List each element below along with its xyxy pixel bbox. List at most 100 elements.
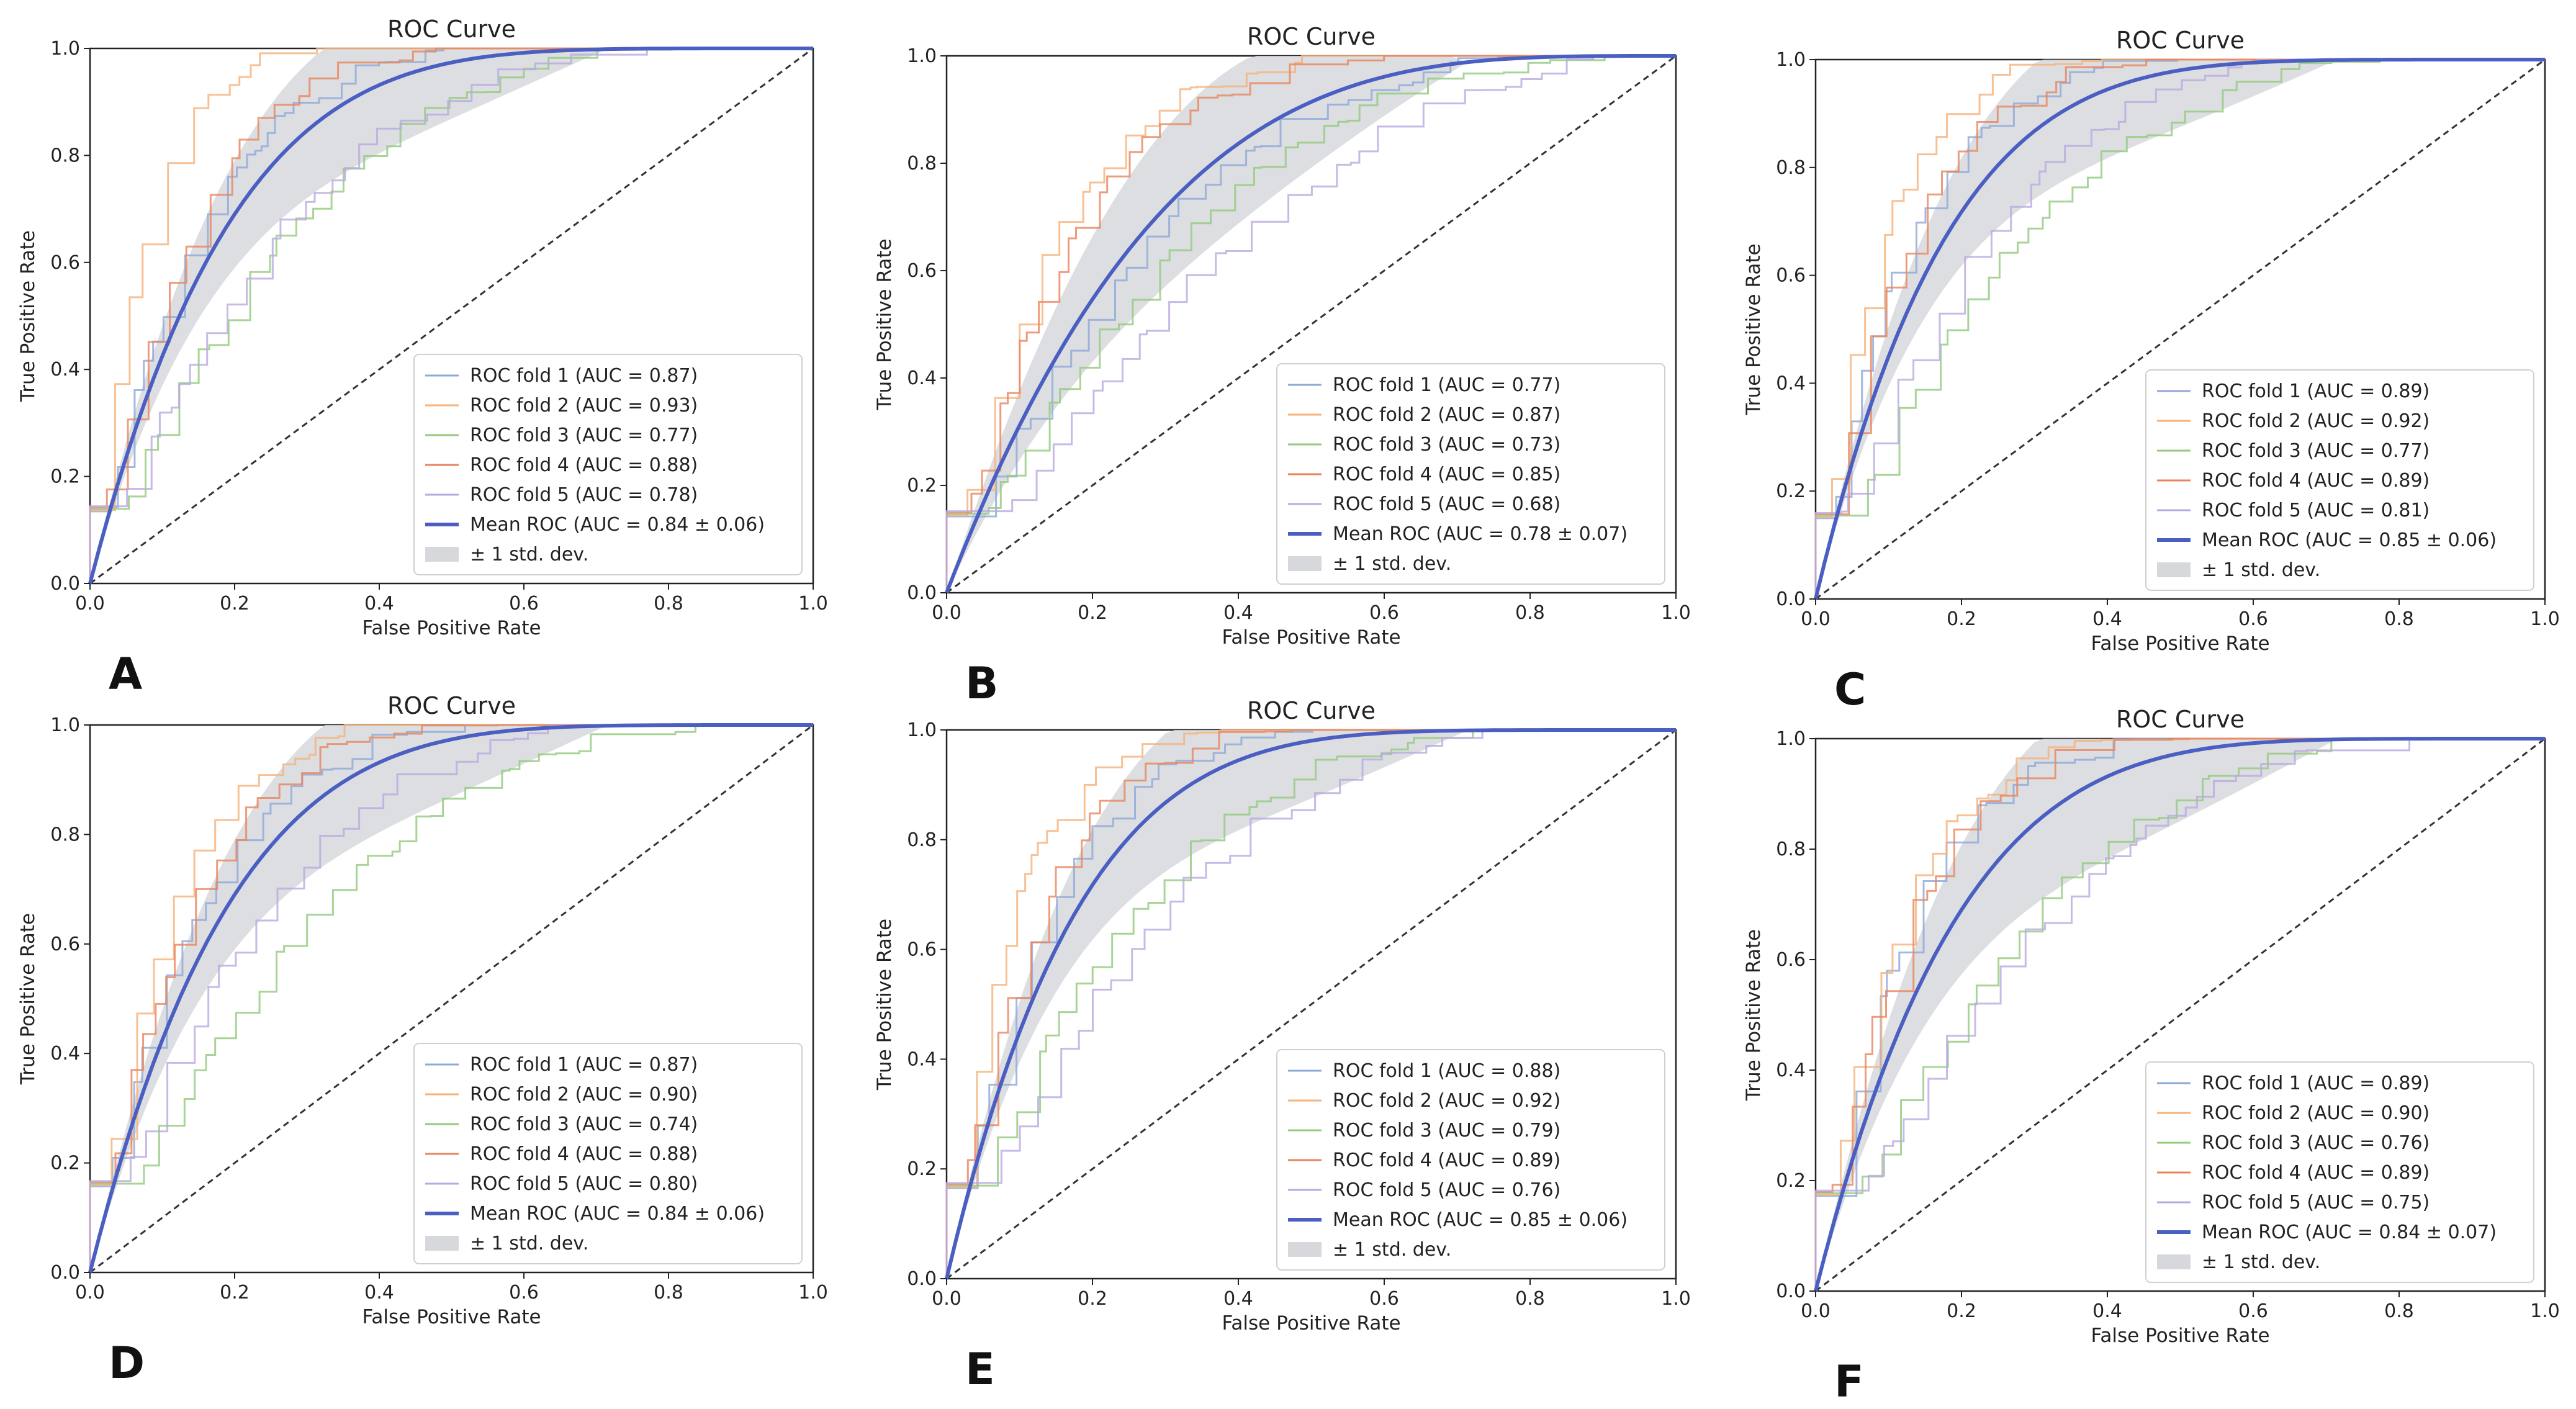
x-axis-label: False Positive Rate bbox=[362, 617, 541, 639]
x-tick-label: 0.6 bbox=[509, 1282, 539, 1303]
x-tick-label: 0.2 bbox=[1947, 608, 1976, 630]
x-tick-label: 0.0 bbox=[1801, 1300, 1831, 1322]
legend-label: ROC fold 2 (AUC = 0.90) bbox=[470, 1084, 698, 1105]
legend-label: ROC fold 3 (AUC = 0.77) bbox=[470, 425, 698, 446]
legend-swatch-std bbox=[1288, 556, 1322, 571]
y-tick-label: 0.8 bbox=[907, 153, 937, 174]
legend-label: ROC fold 4 (AUC = 0.89) bbox=[1333, 1150, 1560, 1171]
roc-fold-5-line bbox=[1814, 737, 2545, 1291]
chance-line bbox=[89, 724, 814, 1274]
y-axis-label: True Positive Rate bbox=[1742, 243, 1765, 415]
panel-letter: F bbox=[1834, 1356, 1864, 1407]
legend: ROC fold 1 (AUC = 0.77) ROC fold 2 (AUC =… bbox=[1276, 363, 1665, 585]
legend-label: ± 1 std. dev. bbox=[2202, 1251, 2320, 1273]
y-tick-label: 0.4 bbox=[907, 1048, 937, 1070]
std-band bbox=[1816, 739, 2545, 1291]
roc-fold-3-line bbox=[1814, 58, 2545, 599]
legend-label: ROC fold 3 (AUC = 0.76) bbox=[2202, 1132, 2430, 1154]
legend-swatch-std bbox=[425, 1236, 459, 1251]
legend-box bbox=[1276, 1049, 1665, 1271]
y-tick-label: 0.2 bbox=[1776, 480, 1806, 502]
y-tick-label: 0.4 bbox=[1776, 372, 1806, 394]
y-tick-label: 0.2 bbox=[1776, 1170, 1806, 1192]
y-axis-label: True Positive Rate bbox=[17, 913, 39, 1085]
legend-swatch-std bbox=[425, 547, 459, 562]
y-tick-label: 0.6 bbox=[1776, 949, 1806, 971]
y-tick-label: 1.0 bbox=[1776, 49, 1806, 71]
chance-line bbox=[89, 47, 814, 585]
legend-label: ROC fold 3 (AUC = 0.74) bbox=[470, 1114, 698, 1135]
x-tick-label: 0.2 bbox=[1947, 1300, 1976, 1322]
x-tick-label: 0.0 bbox=[75, 593, 105, 614]
legend-box bbox=[413, 1043, 803, 1264]
chart-title: ROC Curve bbox=[2116, 27, 2245, 54]
x-tick-label: 0.0 bbox=[932, 1288, 961, 1310]
x-tick-label: 0.6 bbox=[2238, 608, 2268, 630]
legend-label: ROC fold 5 (AUC = 0.68) bbox=[1333, 493, 1560, 515]
legend-label: ROC fold 5 (AUC = 0.81) bbox=[2202, 500, 2430, 521]
panel-b: 0.00.0 0.2 0.2 0.4 0.4 0.6 0.6 0.8 0.8 1.0 1.0 ROC … bbox=[873, 23, 1691, 709]
legend-box bbox=[1276, 363, 1665, 585]
legend-label: ROC fold 1 (AUC = 0.87) bbox=[470, 365, 698, 387]
y-tick-label: 0.2 bbox=[907, 1158, 937, 1180]
y-tick-label: 0.8 bbox=[1776, 839, 1806, 860]
panel-f: 0.00.0 0.2 0.2 0.4 0.4 0.6 0.6 0.8 0.8 1.0 1.0 ROC … bbox=[1742, 706, 2560, 1407]
roc-fold-3-line bbox=[945, 55, 1676, 593]
x-tick-label: 0.8 bbox=[1515, 602, 1545, 624]
x-tick-label: 0.0 bbox=[75, 1282, 105, 1303]
x-tick-label: 0.6 bbox=[2238, 1300, 2268, 1322]
legend-box bbox=[413, 354, 803, 575]
legend-swatch-std bbox=[2157, 1254, 2191, 1269]
legend-label: ROC fold 1 (AUC = 0.89) bbox=[2202, 380, 2430, 402]
x-tick-label: 0.2 bbox=[220, 1282, 250, 1303]
roc-fold-5-line bbox=[945, 55, 1676, 593]
panel-c: 0.00.0 0.2 0.2 0.4 0.4 0.6 0.6 0.8 0.8 1.0 1.0 ROC … bbox=[1742, 27, 2560, 715]
chance-line bbox=[946, 55, 1677, 594]
legend: ROC fold 1 (AUC = 0.87) ROC fold 2 (AUC =… bbox=[413, 1043, 803, 1264]
y-axis-label: True Positive Rate bbox=[17, 230, 39, 402]
x-tick-label: 1.0 bbox=[1661, 1288, 1691, 1310]
y-tick-label: 0.2 bbox=[50, 466, 80, 488]
chart-title: ROC Curve bbox=[2116, 706, 2245, 733]
y-tick-label: 0.0 bbox=[1776, 588, 1806, 610]
x-tick-label: 0.4 bbox=[364, 593, 394, 614]
y-tick-label: 1.0 bbox=[50, 714, 80, 736]
legend-label: ± 1 std. dev. bbox=[1333, 553, 1451, 575]
x-axis-label: False Positive Rate bbox=[1222, 1312, 1400, 1335]
x-tick-label: 0.6 bbox=[509, 593, 539, 614]
legend-label: Mean ROC (AUC = 0.84 ± 0.06) bbox=[470, 514, 765, 536]
x-tick-label: 0.2 bbox=[1078, 602, 1107, 624]
legend-label: ROC fold 4 (AUC = 0.89) bbox=[2202, 470, 2430, 492]
y-tick-label: 0.4 bbox=[907, 367, 937, 389]
chance-line bbox=[1815, 737, 2546, 1292]
x-tick-label: 0.8 bbox=[654, 593, 683, 614]
x-tick-label: 0.4 bbox=[1223, 1288, 1253, 1310]
x-tick-label: 0.8 bbox=[654, 1282, 683, 1303]
y-axis-label: True Positive Rate bbox=[873, 919, 896, 1091]
legend-label: ROC fold 1 (AUC = 0.77) bbox=[1333, 374, 1560, 396]
y-tick-label: 0.6 bbox=[50, 252, 80, 274]
panel-letter: C bbox=[1834, 664, 1866, 715]
x-tick-label: 0.4 bbox=[2092, 608, 2122, 630]
chance-line bbox=[1815, 58, 2546, 600]
panel-e: 0.00.0 0.2 0.2 0.4 0.4 0.6 0.6 0.8 0.8 1.0 1.0 ROC … bbox=[873, 697, 1691, 1395]
legend-swatch-std bbox=[2157, 562, 2191, 577]
mean-roc-line bbox=[945, 728, 1676, 1279]
legend-label: ROC fold 1 (AUC = 0.87) bbox=[470, 1054, 698, 1076]
legend-label: ROC fold 5 (AUC = 0.75) bbox=[2202, 1192, 2430, 1213]
x-axis-label: False Positive Rate bbox=[1222, 626, 1400, 649]
mean-roc-line bbox=[1814, 58, 2545, 600]
legend-swatch-std bbox=[1288, 1242, 1322, 1257]
mean-roc-line bbox=[88, 723, 813, 1273]
y-tick-label: 0.8 bbox=[50, 824, 80, 845]
panel-letter: D bbox=[109, 1338, 145, 1389]
y-tick-label: 0.4 bbox=[1776, 1060, 1806, 1081]
y-tick-label: 0.8 bbox=[907, 829, 937, 851]
x-tick-label: 0.0 bbox=[1801, 608, 1831, 630]
x-tick-label: 0.2 bbox=[220, 593, 250, 614]
std-band bbox=[1816, 60, 2545, 599]
legend: ROC fold 1 (AUC = 0.89) ROC fold 2 (AUC =… bbox=[2145, 369, 2534, 591]
legend-label: ± 1 std. dev. bbox=[1333, 1239, 1451, 1261]
y-tick-label: 0.0 bbox=[1776, 1281, 1806, 1302]
